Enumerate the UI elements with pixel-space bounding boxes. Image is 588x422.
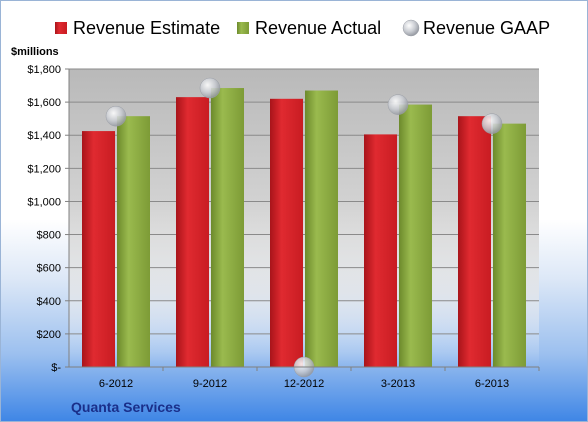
y-tick-label: $1,200 xyxy=(27,163,61,175)
revenue-gaap-marker xyxy=(387,94,409,115)
legend: Revenue Estimate Revenue Actual Revenue GA… xyxy=(55,18,550,38)
revenue-actual-bar xyxy=(399,104,432,367)
legend-label: Revenue GAAP xyxy=(423,18,550,38)
company-name: Quanta Services xyxy=(71,399,181,415)
y-tick-label: $800 xyxy=(37,230,61,242)
revenue-actual-bar xyxy=(117,116,150,367)
x-tick-label: 3-2013 xyxy=(381,378,415,390)
revenue-actual-bar xyxy=(211,88,244,368)
legend-label: Revenue Estimate xyxy=(73,18,220,38)
revenue-gaap-marker xyxy=(481,113,503,134)
x-tick-label: 6-2012 xyxy=(99,378,133,390)
revenue-estimate-bar xyxy=(270,98,303,368)
x-tick-label: 12-2012 xyxy=(284,378,324,390)
legend-swatch xyxy=(55,22,67,34)
legend-label: Revenue Actual xyxy=(255,18,381,38)
legend-swatch xyxy=(402,19,420,37)
y-tick-label: $400 xyxy=(37,296,61,308)
x-axis: 6-2012 9-2012 12-2012 3-2013 6-2013 xyxy=(69,366,540,390)
revenue-estimate-bar xyxy=(364,134,397,367)
y-axis-unit-label: $millions xyxy=(11,46,59,58)
revenue-gaap-marker xyxy=(199,77,221,99)
revenue-estimate-bar xyxy=(458,116,491,367)
y-tick-label: $1,800 xyxy=(27,64,61,76)
y-tick-label: $200 xyxy=(37,329,61,341)
y-tick-label: $1,600 xyxy=(27,97,61,109)
revenue-gaap-marker xyxy=(105,105,127,127)
y-tick-label: $- xyxy=(51,362,61,374)
revenue-estimate-bar xyxy=(82,131,115,367)
x-tick-label: 6-2013 xyxy=(475,378,509,390)
revenue-actual-bar xyxy=(493,123,526,367)
y-tick-label: $1,000 xyxy=(27,196,61,208)
y-axis: $- $200 $400 $600 $800 $1,000 $1,200 $1,400 $1,6… xyxy=(27,64,70,374)
revenue-actual-bar xyxy=(305,90,338,368)
bar-series xyxy=(82,88,526,368)
x-tick-label: 9-2012 xyxy=(193,378,227,390)
revenue-estimate-bar xyxy=(176,97,209,368)
y-tick-label: $600 xyxy=(37,263,61,275)
legend-swatch xyxy=(237,22,249,34)
y-tick-label: $1,400 xyxy=(27,130,61,142)
